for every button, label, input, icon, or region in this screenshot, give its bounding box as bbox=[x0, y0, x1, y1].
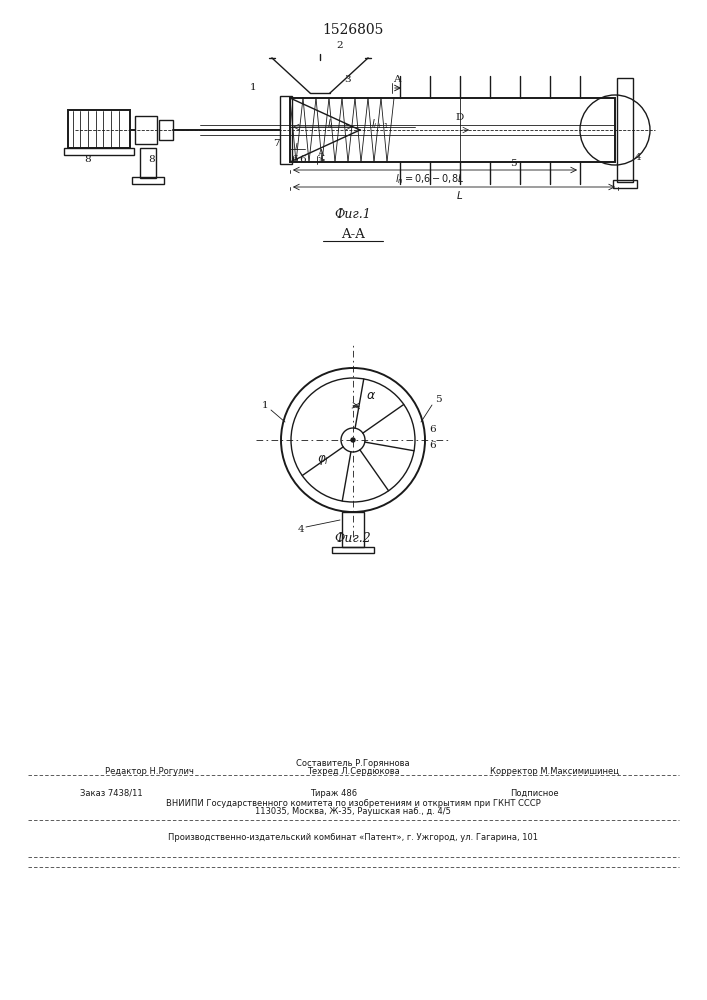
Text: $l_{i+1}$: $l_{i+1}$ bbox=[370, 117, 390, 131]
Bar bbox=[617, 78, 633, 182]
Circle shape bbox=[351, 438, 355, 442]
Text: Техред Л.Сердюкова: Техред Л.Сердюкова bbox=[307, 766, 399, 776]
Text: $l_i$: $l_i$ bbox=[327, 117, 333, 131]
Bar bbox=[132, 177, 164, 184]
Text: Фиг.1: Фиг.1 bbox=[334, 208, 371, 221]
Text: Тираж 486: Тираж 486 bbox=[310, 788, 357, 798]
Text: Подписное: Подписное bbox=[510, 788, 559, 798]
Text: 4: 4 bbox=[635, 153, 641, 162]
Bar bbox=[159, 120, 173, 140]
Text: $l$: $l$ bbox=[294, 140, 298, 151]
Text: 6: 6 bbox=[430, 440, 436, 450]
Text: Корректор М.Максимишинец: Корректор М.Максимишинец bbox=[490, 766, 619, 776]
Text: A: A bbox=[393, 76, 401, 85]
Text: 3: 3 bbox=[345, 76, 351, 85]
Text: 8: 8 bbox=[85, 155, 91, 164]
Text: 5: 5 bbox=[435, 395, 441, 404]
Text: 1: 1 bbox=[250, 84, 257, 93]
Text: 6: 6 bbox=[430, 426, 436, 434]
Text: A-A: A-A bbox=[341, 229, 365, 241]
Bar bbox=[140, 148, 156, 178]
Text: 8: 8 bbox=[148, 155, 156, 164]
Text: 1: 1 bbox=[262, 400, 269, 410]
Text: 5: 5 bbox=[510, 159, 516, 168]
Text: Фиг.2: Фиг.2 bbox=[334, 532, 371, 544]
Bar bbox=[613, 180, 637, 188]
Text: 113035, Москва, Ж-35, Раушская наб., д. 4/5: 113035, Москва, Ж-35, Раушская наб., д. … bbox=[255, 806, 451, 816]
Text: Производственно-издательский комбинат «Патент», г. Ужгород, ул. Гагарина, 101: Производственно-издательский комбинат «П… bbox=[168, 834, 538, 842]
Bar bbox=[290, 98, 615, 162]
Text: $L$: $L$ bbox=[457, 189, 464, 201]
Text: $\varphi_i$: $\varphi_i$ bbox=[317, 453, 329, 467]
Text: 6: 6 bbox=[300, 155, 306, 164]
Bar bbox=[68, 110, 130, 148]
Text: Заказ 7438/11: Заказ 7438/11 bbox=[80, 788, 143, 798]
Bar bbox=[64, 148, 134, 155]
Bar bbox=[280, 96, 292, 164]
Text: D: D bbox=[456, 113, 464, 122]
Text: $l_n=0{,}6-0{,}8L$: $l_n=0{,}6-0{,}8L$ bbox=[395, 172, 464, 186]
Text: 4: 4 bbox=[298, 526, 304, 534]
Text: 1526805: 1526805 bbox=[322, 23, 384, 37]
Text: ВНИИПИ Государственного комитета по изобретениям и открытиям при ГКНТ СССР: ВНИИПИ Государственного комитета по изоб… bbox=[165, 798, 540, 808]
Bar bbox=[332, 547, 374, 553]
Text: $\alpha$: $\alpha$ bbox=[366, 389, 376, 402]
Text: A: A bbox=[317, 148, 323, 157]
Bar bbox=[135, 116, 157, 144]
Text: Составитель Р.Горяннова: Составитель Р.Горяннова bbox=[296, 758, 410, 768]
Text: 2: 2 bbox=[337, 40, 344, 49]
Text: 6: 6 bbox=[292, 155, 298, 164]
Bar bbox=[342, 512, 364, 547]
Text: Редактор Н.Рогулич: Редактор Н.Рогулич bbox=[105, 766, 194, 776]
Text: 7: 7 bbox=[273, 138, 279, 147]
